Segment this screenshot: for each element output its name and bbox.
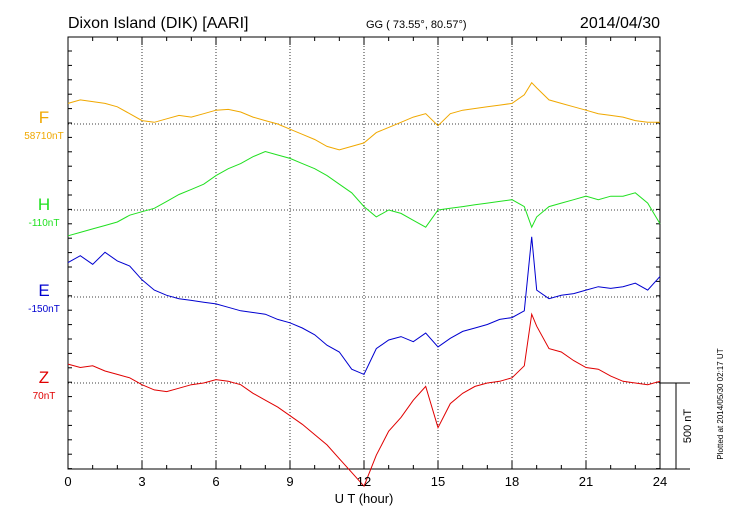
series-line-F xyxy=(67,81,660,151)
scale-bar-label: 500 nT xyxy=(682,409,694,444)
x-tick-labels: 0 3 6 9 12 15 18 21 24 xyxy=(64,474,667,489)
x-tick-label: 15 xyxy=(431,474,445,489)
series-labels: F 58710nT H -110nT E -150nT Z 70nT xyxy=(24,108,63,402)
scale-bar: 500 nT xyxy=(660,382,694,470)
series-name-E: E xyxy=(38,281,49,300)
x-tick-label: 18 xyxy=(505,474,519,489)
x-tick-label: 3 xyxy=(138,474,145,489)
grid-lines xyxy=(68,37,660,469)
series-name-Z: Z xyxy=(39,368,49,387)
series-name-F: F xyxy=(39,108,49,127)
axis-ticks xyxy=(67,37,661,470)
x-axis-label: U T (hour) xyxy=(335,491,394,506)
x-tick-label: 6 xyxy=(212,474,219,489)
series-baseline-H: -110nT xyxy=(29,218,60,229)
series-layer xyxy=(67,81,661,488)
station-coordinates: GG ( 73.55°, 80.57°) xyxy=(366,19,467,31)
series-line-Z xyxy=(67,312,661,488)
x-tick-label: 21 xyxy=(579,474,593,489)
x-tick-label: 9 xyxy=(286,474,293,489)
series-line-E xyxy=(67,236,661,376)
x-tick-label: 0 xyxy=(64,474,71,489)
x-tick-label: 12 xyxy=(357,474,371,489)
chart-date: 2014/04/30 xyxy=(580,15,660,32)
series-baseline-F: 58710nT xyxy=(24,131,63,142)
series-baseline-Z: 70nT xyxy=(33,391,56,402)
x-tick-label: 24 xyxy=(653,474,667,489)
series-baseline-E: -150nT xyxy=(28,304,60,315)
series-line-H xyxy=(67,150,661,237)
station-title: Dixon Island (DIK) [AARI] xyxy=(68,15,249,32)
plotted-at-note: Plotted at 2014/05/30 02:17 UT xyxy=(716,348,725,459)
series-name-H: H xyxy=(38,195,50,214)
